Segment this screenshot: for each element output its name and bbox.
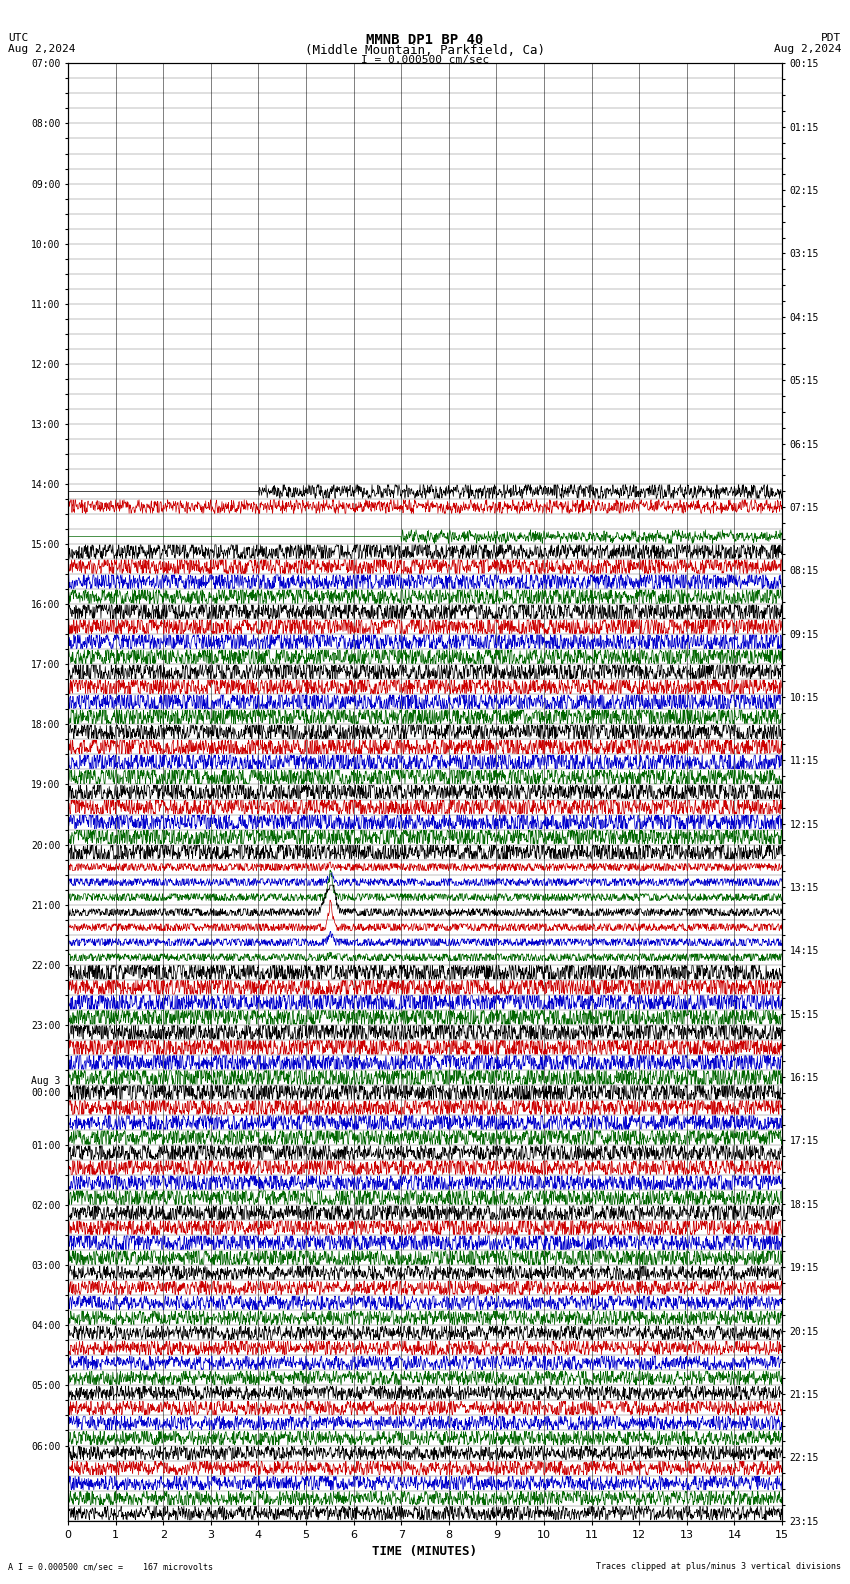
Text: I = 0.000500 cm/sec: I = 0.000500 cm/sec <box>361 55 489 65</box>
Text: (Middle Mountain, Parkfield, Ca): (Middle Mountain, Parkfield, Ca) <box>305 44 545 57</box>
Text: A I = 0.000500 cm/sec =    167 microvolts: A I = 0.000500 cm/sec = 167 microvolts <box>8 1562 213 1571</box>
Text: MMNB DP1 BP 40: MMNB DP1 BP 40 <box>366 33 484 48</box>
Text: UTC: UTC <box>8 33 29 43</box>
Text: Traces clipped at plus/minus 3 vertical divisions: Traces clipped at plus/minus 3 vertical … <box>597 1562 842 1571</box>
Text: Aug 2,2024: Aug 2,2024 <box>8 44 76 54</box>
X-axis label: TIME (MINUTES): TIME (MINUTES) <box>372 1546 478 1559</box>
Text: Aug 2,2024: Aug 2,2024 <box>774 44 842 54</box>
Text: PDT: PDT <box>821 33 842 43</box>
